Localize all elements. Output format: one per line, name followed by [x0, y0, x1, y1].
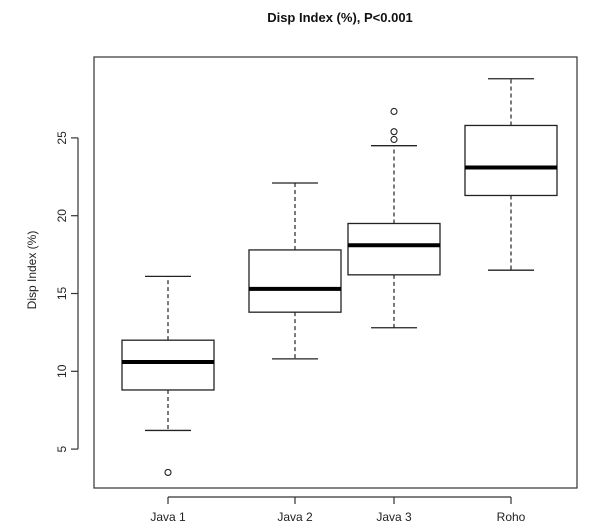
- iqr-box: [347, 222, 441, 276]
- outlier-point: [390, 107, 398, 116]
- iqr-box: [464, 124, 558, 197]
- iqr-box: [121, 339, 215, 391]
- y-tick-label: 10: [55, 364, 69, 378]
- x-tick-label: Java 3: [376, 510, 412, 524]
- box-series: [121, 78, 558, 476]
- outlier-point: [390, 128, 398, 136]
- iqr-box: [248, 249, 342, 313]
- box-java-3: [347, 107, 441, 329]
- x-tick-label: Roho: [497, 510, 526, 524]
- y-axis-label: Disp Index (%): [25, 231, 39, 310]
- x-tick-label: Java 1: [150, 510, 186, 524]
- outlier-point: [390, 135, 398, 144]
- x-axis: Java 1 Java 2 Java 3 Roho: [150, 496, 526, 524]
- y-axis: 5 10 15 20 25: [55, 131, 79, 452]
- x-tick-label: Java 2: [277, 510, 313, 524]
- box-roho: [464, 78, 558, 271]
- plot-frame: [93, 56, 578, 489]
- box-java-2: [248, 182, 342, 360]
- box-java-1: [121, 275, 215, 476]
- outlier-point: [164, 468, 172, 476]
- y-tick-label: 25: [55, 131, 69, 145]
- chart-title: Disp Index (%), P<0.001: [267, 10, 413, 25]
- y-tick-label: 15: [55, 287, 69, 301]
- y-tick-label: 20: [55, 209, 69, 223]
- y-tick-label: 5: [55, 445, 69, 452]
